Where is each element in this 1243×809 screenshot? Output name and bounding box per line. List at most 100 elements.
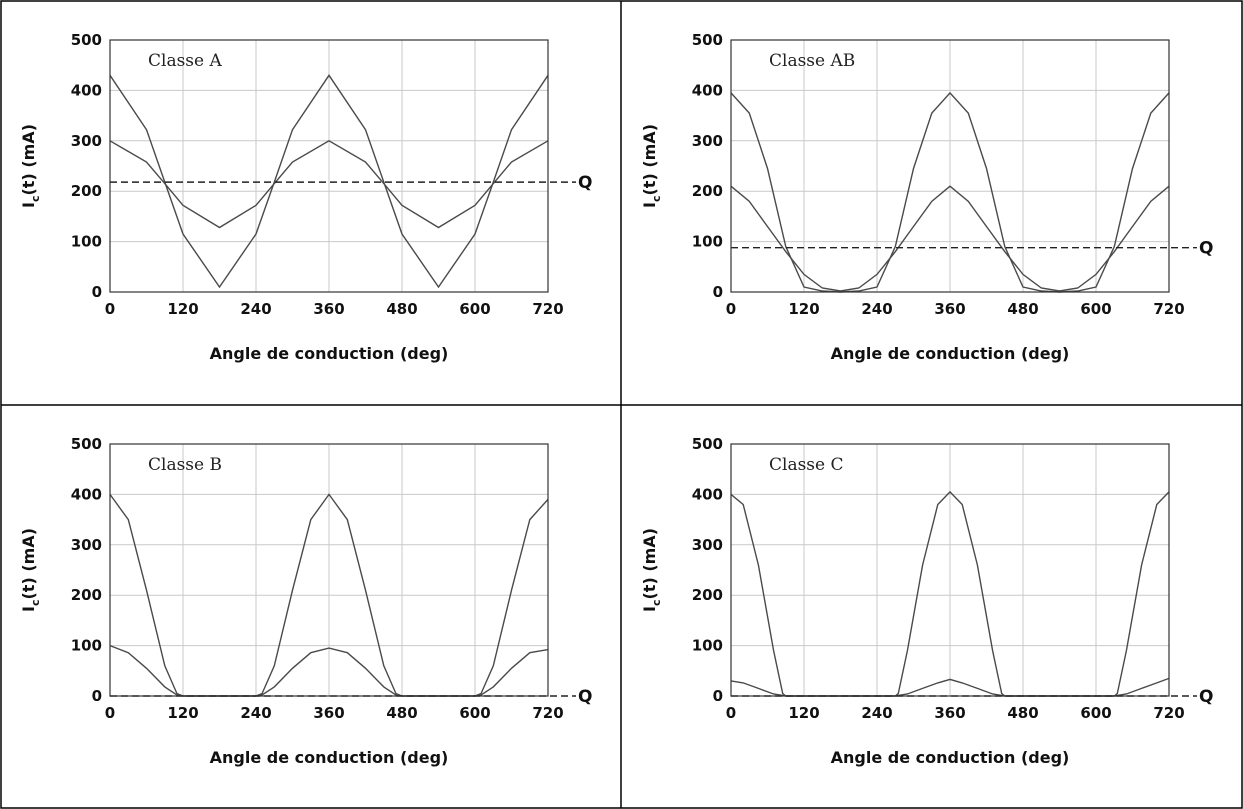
x-tick-label: 360 — [313, 704, 344, 722]
y-tick-label: 300 — [692, 132, 723, 150]
y-axis-title-main: I — [19, 202, 38, 208]
x-tick-label: 120 — [167, 704, 198, 722]
y-tick-label: 0 — [92, 687, 102, 705]
y-tick-label: 400 — [692, 485, 723, 503]
y-axis-title-subscript: c — [650, 196, 663, 203]
panel-classe-b: 0 120 240 360 480 600 720 0 100 200 300 400 500 Angle… — [8, 412, 619, 807]
x-tick-label: 240 — [861, 704, 892, 722]
series-line-1 — [730, 490, 1170, 697]
series-line-1 — [109, 493, 549, 697]
y-axis-title-main: I — [640, 606, 659, 612]
y-tick-label: 400 — [71, 485, 102, 503]
y-tick-label: 0 — [92, 283, 102, 301]
y-tick-label: 100 — [692, 233, 723, 251]
panel-classe-ab: 0 120 240 360 480 600 720 0 100 200 300 400 500 Angle… — [629, 8, 1240, 403]
series-line-2 — [730, 185, 1170, 292]
y-axis-title-main: I — [19, 606, 38, 612]
y-tick-label: 500 — [71, 31, 102, 49]
y-tick-label: 200 — [692, 182, 723, 200]
x-tick-label: 480 — [1007, 704, 1038, 722]
x-tick-label: 480 — [386, 704, 417, 722]
x-axis-title: Angle de conduction (deg) — [831, 748, 1070, 767]
x-tick-label: 0 — [105, 300, 115, 318]
y-tick-label: 500 — [71, 435, 102, 453]
x-tick-label: 360 — [934, 704, 965, 722]
y-axis-title: Ic(t) (mA) — [640, 528, 663, 612]
x-tick-label: 0 — [726, 704, 736, 722]
y-tick-label: 0 — [713, 283, 723, 301]
chart-class-title: Classe B — [148, 455, 222, 475]
chart-class-title: Classe A — [148, 51, 222, 71]
y-tick-label: 400 — [692, 81, 723, 99]
y-axis-title-rest: (t) (mA) — [640, 124, 659, 196]
y-tick-label: 500 — [692, 435, 723, 453]
x-tick-label: 240 — [240, 300, 271, 318]
y-tick-label: 400 — [71, 81, 102, 99]
x-tick-label: 0 — [105, 704, 115, 722]
y-tick-label: 500 — [692, 31, 723, 49]
plot-frame — [109, 443, 549, 697]
series-line-1 — [109, 74, 549, 289]
series-line-2 — [109, 644, 549, 697]
chart-classe-a: 0 120 240 360 480 600 720 0 100 200 300 400 500 Angle… — [19, 31, 592, 363]
x-tick-label: 720 — [532, 300, 563, 318]
series-line-2 — [730, 677, 1170, 697]
chart-classe-c: 0 120 240 360 480 600 720 0 100 200 300 400 500 Angle… — [640, 435, 1213, 767]
y-tick-label: 300 — [692, 536, 723, 554]
x-tick-label: 120 — [788, 704, 819, 722]
y-axis-title: Ic(t) (mA) — [19, 528, 42, 612]
x-tick-label: 240 — [240, 704, 271, 722]
y-axis-title-subscript: c — [650, 600, 663, 607]
y-tick-label: 200 — [692, 586, 723, 604]
q-point-label: Q — [1199, 687, 1213, 707]
series-line-1 — [730, 91, 1170, 293]
x-axis-title: Angle de conduction (deg) — [831, 344, 1070, 363]
y-axis-title-main: I — [640, 202, 659, 208]
x-axis-title: Angle de conduction (deg) — [210, 748, 449, 767]
panel-classe-a: 0 120 240 360 480 600 720 0 100 200 300 400 500 Angle… — [8, 8, 619, 403]
x-tick-label: 0 — [726, 300, 736, 318]
x-tick-label: 600 — [459, 300, 490, 318]
y-tick-label: 300 — [71, 132, 102, 150]
x-tick-label: 360 — [313, 300, 344, 318]
y-tick-label: 200 — [71, 586, 102, 604]
y-axis-title-subscript: c — [29, 196, 42, 203]
y-axis-title: Ic(t) (mA) — [19, 124, 42, 208]
series-line-2 — [109, 139, 549, 229]
x-axis-title: Angle de conduction (deg) — [210, 344, 449, 363]
y-tick-label: 200 — [71, 182, 102, 200]
y-tick-label: 100 — [692, 637, 723, 655]
chart-classe-ab: 0 120 240 360 480 600 720 0 100 200 300 400 500 Angle… — [640, 31, 1213, 363]
chart-class-title: Classe C — [769, 455, 844, 475]
q-point-label: Q — [1199, 239, 1213, 259]
y-axis-title-subscript: c — [29, 600, 42, 607]
panel-classe-c: 0 120 240 360 480 600 720 0 100 200 300 400 500 Angle… — [629, 412, 1240, 807]
y-tick-label: 0 — [713, 687, 723, 705]
plot-frame — [109, 39, 549, 293]
x-tick-label: 720 — [1153, 300, 1184, 318]
x-tick-label: 720 — [1153, 704, 1184, 722]
x-tick-label: 120 — [167, 300, 198, 318]
x-tick-label: 600 — [1080, 704, 1111, 722]
y-tick-label: 100 — [71, 233, 102, 251]
x-tick-label: 600 — [1080, 300, 1111, 318]
y-axis-title-rest: (t) (mA) — [19, 124, 38, 196]
y-tick-label: 100 — [71, 637, 102, 655]
y-tick-label: 300 — [71, 536, 102, 554]
y-axis-title-rest: (t) (mA) — [640, 528, 659, 600]
x-tick-label: 480 — [386, 300, 417, 318]
chart-class-title: Classe AB — [769, 51, 855, 71]
x-tick-label: 360 — [934, 300, 965, 318]
x-tick-label: 120 — [788, 300, 819, 318]
x-tick-label: 240 — [861, 300, 892, 318]
plot-frame — [730, 443, 1170, 697]
q-point-label: Q — [578, 173, 592, 193]
q-point-label: Q — [578, 687, 592, 707]
x-tick-label: 600 — [459, 704, 490, 722]
x-tick-label: 720 — [532, 704, 563, 722]
y-axis-title: Ic(t) (mA) — [640, 124, 663, 208]
chart-classe-b: 0 120 240 360 480 600 720 0 100 200 300 400 500 Angle… — [19, 435, 592, 767]
y-axis-title-rest: (t) (mA) — [19, 528, 38, 600]
x-tick-label: 480 — [1007, 300, 1038, 318]
